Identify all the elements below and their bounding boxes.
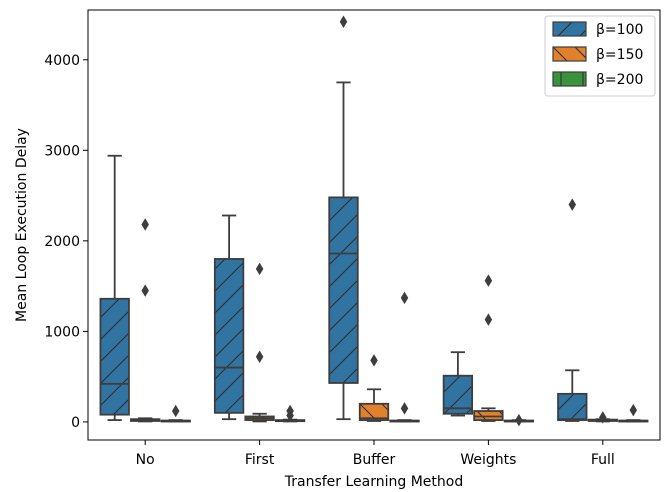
outlier-marker bbox=[339, 15, 348, 29]
x-tick-label: No bbox=[136, 452, 155, 468]
outlier-marker bbox=[171, 404, 180, 418]
outlier-marker bbox=[400, 291, 409, 305]
outlier-marker bbox=[568, 198, 577, 211]
box-no-3 bbox=[160, 404, 191, 423]
box-hatch bbox=[99, 297, 130, 416]
outlier-marker bbox=[599, 411, 607, 424]
legend-entry-1: β=100 bbox=[552, 21, 643, 38]
outlier-marker bbox=[141, 218, 149, 231]
boxes-layer bbox=[99, 15, 649, 427]
box-hatch bbox=[473, 410, 504, 421]
y-tick-label: 0 bbox=[71, 415, 80, 431]
legend-swatch-hatch bbox=[552, 46, 587, 62]
box-full-3 bbox=[618, 403, 649, 423]
legend-label: β=200 bbox=[596, 72, 643, 88]
outlier-marker bbox=[141, 284, 149, 297]
outlier-marker bbox=[286, 409, 294, 422]
x-tick-label: Buffer bbox=[353, 452, 396, 468]
legend: β=100 β=150 β=200 bbox=[544, 15, 656, 97]
box-hatch bbox=[358, 402, 390, 421]
outlier-marker bbox=[255, 350, 264, 363]
legend-swatch-hatch bbox=[552, 71, 587, 87]
y-tick-label: 3000 bbox=[44, 143, 80, 159]
box-hatch bbox=[442, 374, 474, 415]
legend-entry-2: β=150 bbox=[552, 46, 643, 63]
box-no-2 bbox=[130, 218, 161, 423]
box-full-2 bbox=[587, 411, 618, 424]
box-buffer-1 bbox=[328, 15, 359, 421]
box-hatch bbox=[557, 392, 588, 421]
box-first-1 bbox=[213, 214, 245, 421]
legend-label: β=150 bbox=[596, 47, 643, 63]
x-tick-label: Full bbox=[591, 452, 615, 468]
box-buffer-2 bbox=[358, 354, 390, 422]
legend-entry-3: β=200 bbox=[552, 71, 643, 88]
outlier-marker bbox=[400, 402, 409, 415]
x-tick-label: Weights bbox=[460, 452, 516, 468]
outlier-marker bbox=[255, 262, 264, 276]
y-tick-label: 1000 bbox=[44, 324, 80, 340]
box-hatch bbox=[213, 258, 245, 414]
box-full-1 bbox=[557, 198, 588, 422]
y-axis-title: Mean Loop Execution Delay bbox=[14, 128, 30, 322]
box-hatch bbox=[328, 196, 359, 384]
box-first-3 bbox=[274, 404, 306, 423]
x-tick-label: First bbox=[245, 452, 275, 468]
box-weights-1 bbox=[442, 351, 474, 417]
outlier-marker bbox=[370, 354, 378, 367]
x-axis: No First Buffer Weights Full bbox=[136, 440, 615, 468]
legend-label: β=100 bbox=[596, 22, 643, 38]
outlier-marker bbox=[515, 413, 523, 427]
legend-swatch-hatch bbox=[552, 21, 587, 37]
box-first-2 bbox=[244, 262, 275, 423]
box-weights-2 bbox=[473, 274, 504, 422]
outlier-marker bbox=[484, 274, 493, 287]
x-axis-title: Transfer Learning Method bbox=[284, 474, 463, 490]
outlier-marker bbox=[484, 313, 493, 326]
outlier-marker bbox=[629, 403, 638, 417]
box-no-1 bbox=[99, 154, 130, 421]
y-tick-label: 2000 bbox=[44, 234, 80, 250]
box-weights-3 bbox=[503, 413, 535, 427]
y-axis: 0 1000 2000 3000 4000 bbox=[44, 53, 88, 431]
box-buffer-3 bbox=[389, 291, 420, 423]
y-tick-label: 4000 bbox=[44, 53, 80, 69]
